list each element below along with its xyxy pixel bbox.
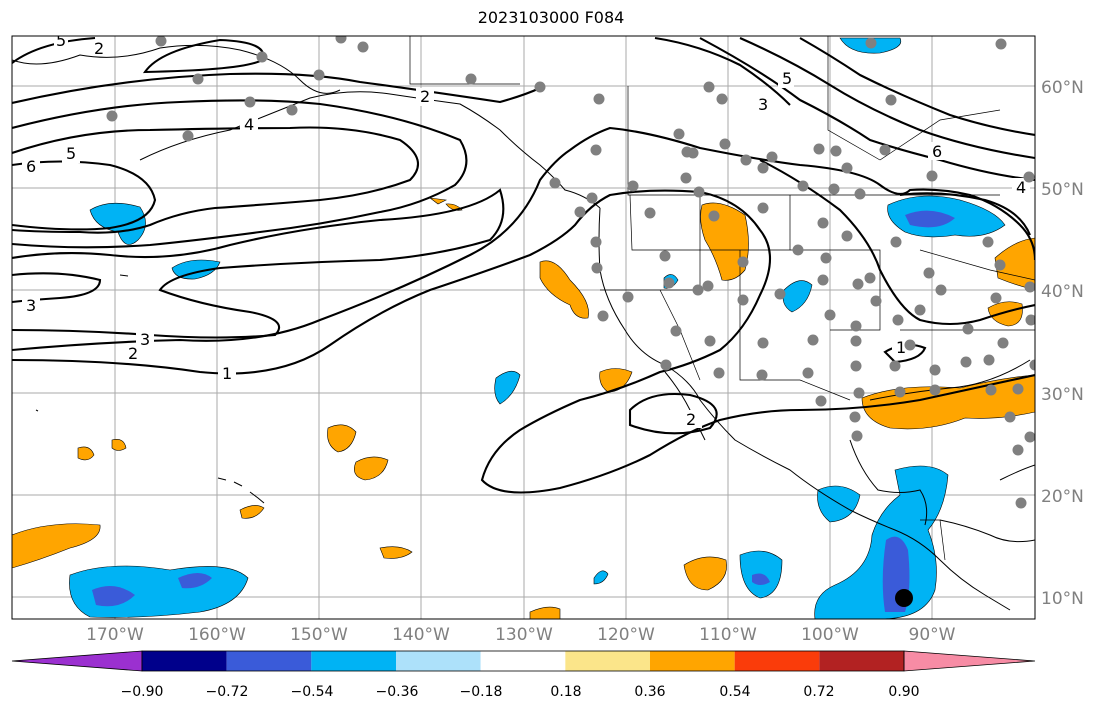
blue-core (178, 573, 212, 589)
colorbar-tick-label: −0.90 (121, 684, 164, 700)
orange-area (12, 523, 101, 569)
colorbar-tick-label: 0.36 (634, 684, 665, 700)
map-title: 2023103000 F084 (477, 8, 625, 27)
orange-area (77, 446, 95, 461)
lon-label: 120°W (597, 625, 655, 645)
contour-label: 4 (1016, 178, 1026, 197)
orange-area (379, 546, 413, 559)
lat-label: 60°N (1041, 78, 1084, 98)
lat-label: 10°N (1041, 589, 1084, 609)
lat-label: 30°N (1041, 385, 1084, 405)
orange-area (327, 424, 357, 453)
contour-label: 6 (26, 157, 36, 176)
colorbar-segment (311, 651, 396, 671)
islands (35, 274, 265, 504)
map-area: 5 6 5 6 4 3 2 1 2 3 5 4 3 2 1 2 (12, 31, 1035, 619)
latitude-labels: 60°N 50°N 40°N 30°N 20°N 10°N (1041, 78, 1084, 609)
colorbar-segment (226, 651, 312, 671)
contour-label: 6 (932, 142, 942, 161)
colorbar-extend-low (11, 650, 143, 672)
orange-area (529, 606, 561, 619)
colorbar-tick-label: −0.18 (460, 684, 503, 700)
colorbar-tick-label: −0.36 (376, 684, 419, 700)
lat-label: 20°N (1041, 487, 1084, 507)
orange-area (700, 202, 749, 281)
lat-label: 40°N (1041, 282, 1084, 302)
orange-area (987, 301, 1023, 327)
contour-label: 5 (66, 144, 76, 163)
contour-labels: 5 6 5 6 4 3 2 1 2 3 5 4 3 2 1 2 (22, 31, 1030, 429)
colorbar-segment (142, 651, 227, 671)
orange-area (428, 197, 448, 205)
colorbar-frame (141, 650, 905, 672)
contour-label: 2 (420, 87, 430, 106)
blue-area (814, 465, 949, 619)
colorbar-tick-label: 0.54 (719, 684, 750, 700)
lon-label: 130°W (495, 625, 553, 645)
blue-core (92, 586, 135, 607)
marker-dot (895, 589, 913, 607)
colorbar-tick-label: 0.72 (803, 684, 834, 700)
lon-label: 110°W (699, 625, 757, 645)
colorbar-segment (650, 651, 735, 671)
blue-core (752, 573, 770, 585)
contour-label: 4 (244, 115, 254, 134)
colorbar-segment (565, 651, 650, 671)
contour-label: 1 (896, 338, 906, 357)
blue-area (89, 202, 146, 245)
contour-label: 3 (140, 330, 150, 349)
contour-label: 5 (782, 69, 792, 88)
blue-area (593, 570, 609, 585)
lon-label: 90°W (909, 625, 956, 645)
longitude-labels: 170°W 160°W 150°W 140°W 130°W 120°W 110°… (86, 625, 956, 645)
contour-label: 2 (94, 39, 104, 58)
colorbar-tick-label: −0.72 (206, 684, 249, 700)
colorbar-segment (396, 651, 481, 671)
colorbar-segment (480, 651, 566, 671)
map-frame (11, 35, 1036, 620)
colorbar-labels: −0.90 −0.72 −0.54 −0.36 −0.18 0.18 0.36 … (121, 684, 920, 700)
contour-label: 3 (758, 95, 768, 114)
lon-label: 100°W (801, 625, 859, 645)
orange-area (994, 237, 1035, 291)
blue-area (817, 485, 861, 523)
orange-area (239, 505, 265, 519)
orange-area (539, 260, 589, 319)
colorbar (11, 650, 1036, 672)
colorbar-tick-label: 0.90 (888, 684, 919, 700)
lon-label: 170°W (86, 625, 144, 645)
colorbar-tick-label: 0.18 (550, 684, 581, 700)
lon-label: 140°W (392, 625, 450, 645)
colorbar-tick-label: −0.54 (291, 684, 334, 700)
contour-label: 2 (128, 344, 138, 363)
contour-label: 3 (26, 296, 36, 315)
colorbar-segment (819, 651, 904, 671)
colorbar-segment (734, 651, 820, 671)
blue-area (782, 280, 813, 313)
orange-area (683, 556, 727, 591)
colorbar-extend-high (903, 650, 1036, 672)
lat-label: 50°N (1041, 180, 1084, 200)
lon-label: 150°W (290, 625, 348, 645)
contour-label: 2 (686, 410, 696, 429)
contour-label: 5 (56, 31, 66, 50)
blue-core (905, 210, 955, 228)
lon-label: 160°W (188, 625, 246, 645)
borders (409, 36, 1035, 561)
contour-lines (12, 36, 1035, 494)
orange-area (111, 439, 127, 451)
contour-label: 1 (222, 364, 232, 383)
blue-area (494, 370, 521, 405)
orange-area (354, 456, 389, 481)
station-dots (106, 36, 1035, 509)
shaded-fields (12, 37, 1035, 619)
